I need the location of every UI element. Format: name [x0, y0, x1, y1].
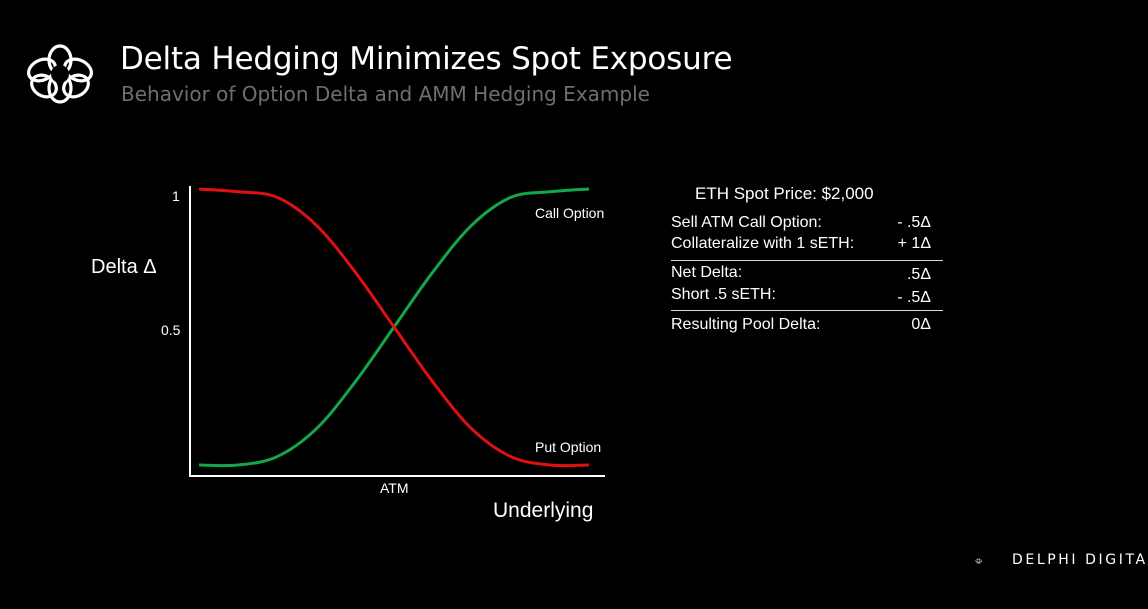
divider-1 [671, 260, 943, 261]
page-title: Delta Hedging Minimizes Spot Exposure [120, 41, 733, 77]
sell-call-label: Sell ATM Call Option: [671, 214, 822, 231]
brand-name: DELPHI DIGITAL [1012, 552, 1148, 568]
net-delta-value: .5Δ [906, 266, 931, 283]
sell-call-value: - .5Δ [897, 214, 931, 231]
y-tick-half: 0.5 [161, 322, 181, 338]
collateral-label: Collateralize with 1 sETH: [671, 235, 855, 252]
delphi-logo-icon [27, 44, 93, 104]
short-seth-label: Short .5 sETH: [671, 286, 776, 303]
net-delta-label: Net Delta: [671, 264, 743, 281]
put-option-label: Put Option [535, 439, 601, 455]
put-option-line [198, 187, 590, 468]
collateral-value: + 1Δ [897, 235, 931, 252]
x-axis-label: Underlying [493, 499, 593, 522]
short-seth-value: - .5Δ [897, 289, 931, 306]
call-option-label: Call Option [535, 205, 604, 221]
divider-2 [671, 310, 943, 311]
y-tick-1: 1 [172, 188, 180, 204]
delphi-brand-logo-icon [975, 557, 982, 565]
x-tick-atm: ATM [380, 480, 409, 496]
page-subtitle: Behavior of Option Delta and AMM Hedging… [121, 82, 650, 106]
y-axis-label: Delta Δ [91, 256, 157, 278]
resulting-delta-label: Resulting Pool Delta: [671, 316, 821, 333]
resulting-delta-value: 0Δ [911, 316, 931, 333]
spot-price-header: ETH Spot Price: $2,000 [695, 184, 874, 203]
